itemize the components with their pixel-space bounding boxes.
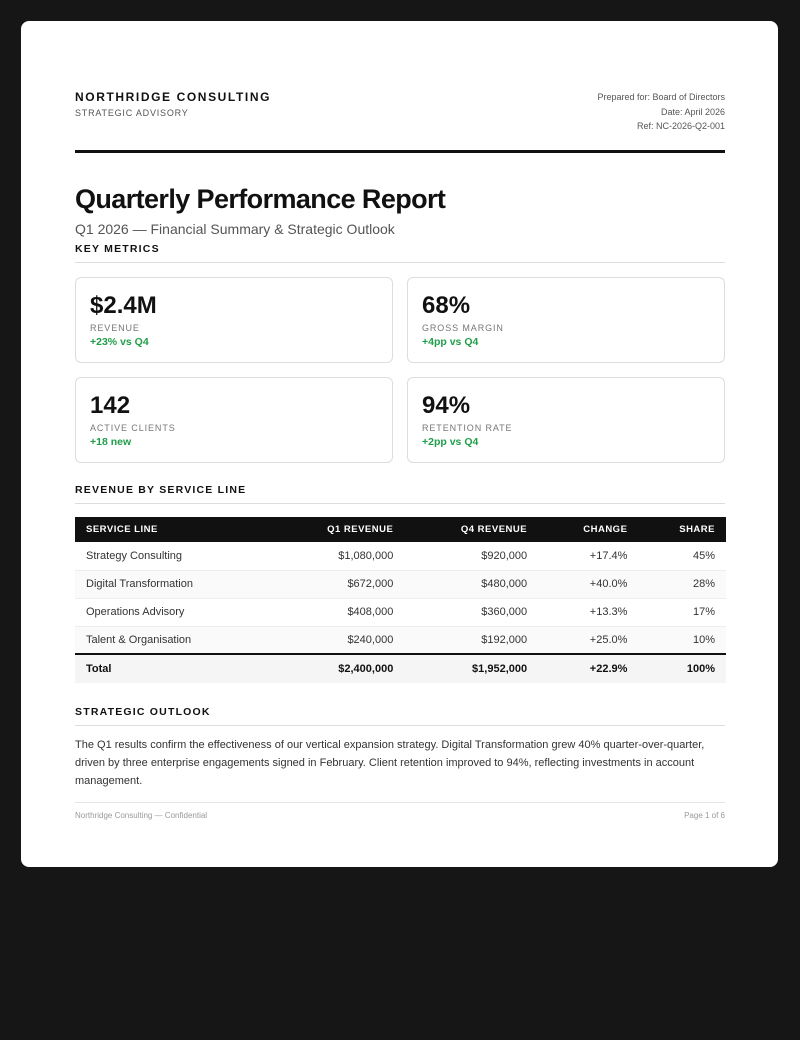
table-cell: 100% <box>638 653 726 683</box>
column-header: Q1 REVENUE <box>270 517 405 542</box>
table-cell: Digital Transformation <box>75 570 271 599</box>
table-cell: $1,952,000 <box>404 653 539 683</box>
metric-delta: +2pp vs Q4 <box>422 436 479 448</box>
report-page: NORTHRIDGE CONSULTING STRATEGIC ADVISORY… <box>21 21 778 867</box>
table-header-row: SERVICE LINE Q1 REVENUE Q4 REVENUE CHANG… <box>75 517 726 542</box>
page-footer: Northridge Consulting — Confidential Pag… <box>75 802 725 820</box>
table-cell: Total <box>75 653 271 683</box>
table-cell: 17% <box>638 598 726 627</box>
table-cell: +40.0% <box>538 570 639 599</box>
document-meta: Prepared for: Board of Directors Date: A… <box>597 90 725 150</box>
column-header: CHANGE <box>538 517 639 542</box>
table-cell: $240,000 <box>270 626 405 655</box>
table-cell: +13.3% <box>538 598 639 627</box>
metric-card-active-clients: 142 ACTIVE CLIENTS +18 new <box>75 377 393 463</box>
metric-card-retention-rate: 94% RETENTION RATE +2pp vs Q4 <box>407 377 725 463</box>
table-cell: +17.4% <box>538 542 639 571</box>
document-date: Date: April 2026 <box>660 106 725 117</box>
metric-value: 94% <box>422 392 471 419</box>
column-header: SERVICE LINE <box>75 517 271 542</box>
table-cell: Talent & Organisation <box>75 626 271 655</box>
section-heading-key-metrics: KEY METRICS <box>75 243 725 263</box>
table-cell: Strategy Consulting <box>75 542 271 571</box>
table-cell: $920,000 <box>404 542 539 571</box>
section-heading-revenue: REVENUE BY SERVICE LINE <box>75 484 725 504</box>
metric-value: 142 <box>90 392 131 419</box>
table-cell: $1,080,000 <box>270 542 405 571</box>
metric-label: GROSS MARGIN <box>422 323 504 333</box>
table-cell: Operations Advisory <box>75 598 271 627</box>
document-ref: Ref: NC-2026-Q2-001 <box>636 121 725 131</box>
company-name: NORTHRIDGE CONSULTING <box>75 90 272 104</box>
metric-value: 68% <box>422 292 471 319</box>
section-heading-outlook: STRATEGIC OUTLOOK <box>75 706 725 726</box>
table-cell: $192,000 <box>404 626 539 655</box>
metric-label: ACTIVE CLIENTS <box>90 423 176 433</box>
metric-card-gross-margin: 68% GROSS MARGIN +4pp vs Q4 <box>407 277 725 363</box>
table-cell: 45% <box>638 542 726 571</box>
metric-label: REVENUE <box>90 323 140 333</box>
revenue-table: SERVICE LINE Q1 REVENUE Q4 REVENUE CHANG… <box>75 517 726 683</box>
page-number: Page 1 of 6 <box>684 811 725 820</box>
metric-delta: +23% vs Q4 <box>90 336 149 348</box>
table-row: Talent & Organisation $240,000 $192,000 +25… <box>75 626 726 655</box>
outlook-paragraph: The Q1 results confirm the effectiveness… <box>75 739 705 787</box>
metric-card-revenue: $2.4M REVENUE +23% vs Q4 <box>75 277 393 363</box>
footer-confidential: Northridge Consulting — Confidential <box>75 811 208 820</box>
table-cell: $480,000 <box>404 570 539 599</box>
company-division: STRATEGIC ADVISORY <box>75 108 189 118</box>
table-cell: $2,400,000 <box>270 653 405 683</box>
table-row: Operations Advisory $408,000 $360,000 +13.3… <box>75 598 726 627</box>
page-title: Quarterly Performance Report <box>75 184 446 214</box>
metric-delta: +18 new <box>90 436 132 448</box>
table-cell: $360,000 <box>404 598 539 627</box>
prepared-for: Prepared for: Board of Directors <box>597 92 725 102</box>
page-subtitle: Q1 2026 — Financial Summary & Strategic … <box>75 221 395 237</box>
table-cell: +25.0% <box>538 626 639 655</box>
column-header: Q4 REVENUE <box>404 517 539 542</box>
table-cell: 10% <box>638 626 726 655</box>
column-header: SHARE <box>638 517 726 542</box>
table-row: Strategy Consulting $1,080,000 $920,000 +17… <box>75 542 726 571</box>
table-cell: 28% <box>638 570 726 599</box>
metric-value: $2.4M <box>90 292 157 319</box>
table-row: Digital Transformation $672,000 $480,000 +4… <box>75 570 726 599</box>
metric-delta: +4pp vs Q4 <box>422 336 479 348</box>
letterhead: NORTHRIDGE CONSULTING STRATEGIC ADVISORY… <box>75 89 725 153</box>
metric-label: RETENTION RATE <box>422 423 513 433</box>
table-total-row: Total $2,400,000 $1,952,000 +22.9% 100% <box>75 653 726 683</box>
table-cell: +22.9% <box>538 653 639 683</box>
table-cell: $672,000 <box>270 570 405 599</box>
table-cell: $408,000 <box>270 598 405 627</box>
